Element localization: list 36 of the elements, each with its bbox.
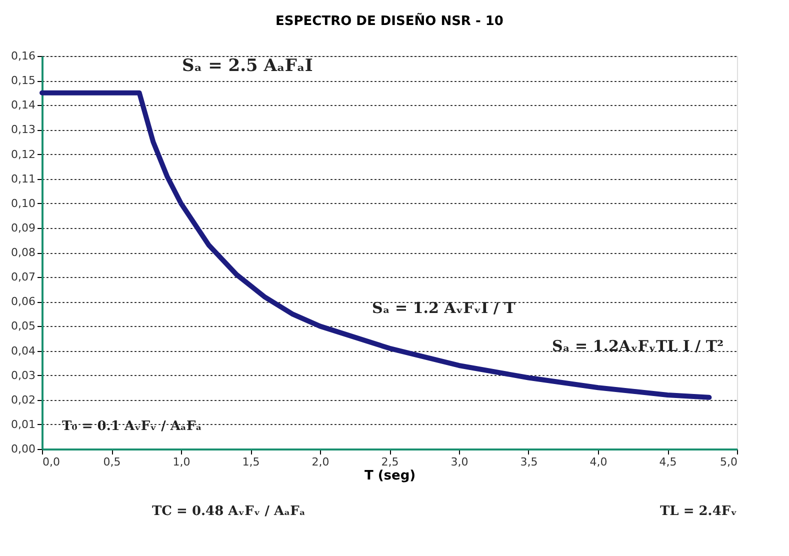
annotation: Sₐ = 1.2AᵥFᵥTL I / T² <box>552 337 724 355</box>
y-tick-label: 0,05 <box>11 320 36 333</box>
y-tick-label: 0,01 <box>11 418 36 431</box>
y-tick-label: 0,14 <box>11 98 36 112</box>
y-tick-label: 0,12 <box>11 148 36 161</box>
x-tick-label: 2,5 <box>381 456 399 468</box>
text: TC = 0.48 AᵥFᵥ / AₐFₐ <box>152 504 306 519</box>
y-tick-label: 0,02 <box>11 393 36 406</box>
y-tick-label: 0,03 <box>11 368 36 382</box>
annotation: Sₐ = 2.5 AₐFₐI <box>182 56 313 76</box>
y-tick-label: 0,04 <box>11 344 36 358</box>
x-tick-label: 4,5 <box>659 456 677 468</box>
x-axis-title: T (seg) <box>364 468 416 484</box>
x-tick-label: 4,0 <box>590 456 608 468</box>
y-tick-label: 0,15 <box>11 74 36 88</box>
y-tick-label: 0,13 <box>11 123 36 136</box>
y-tick-label: 0,06 <box>11 295 36 308</box>
x-tick-label: 3,0 <box>450 456 468 468</box>
y-tick-label: 0,10 <box>11 196 36 210</box>
y-tick-label: 0,08 <box>11 246 36 259</box>
annotation: T₀ = 0.1 AᵥFᵥ / AₐFₐ <box>62 419 202 434</box>
x-tick-label: 0,5 <box>103 456 121 468</box>
x-tick-label: 5,0 <box>720 456 738 468</box>
text: TL = 2.4Fᵥ <box>660 504 737 519</box>
x-tick-label: 3,5 <box>520 456 538 468</box>
chart-title: ESPECTRO DE DISEÑO NSR - 10 <box>276 12 504 29</box>
y-tick-label: 0,07 <box>11 270 36 284</box>
annotation: Sₐ = 1.2 AᵥFᵥI / T <box>372 299 516 317</box>
y-tick-label: 0,09 <box>11 221 36 234</box>
y-tick-label: 0,11 <box>11 172 36 186</box>
y-tick-label: 0,16 <box>11 50 36 62</box>
x-tick-label: 2,0 <box>312 456 330 468</box>
x-tick-label: 0,0 <box>42 456 60 468</box>
y-tick-label: 0,00 <box>11 442 36 456</box>
x-tick-label: 1,0 <box>172 456 190 468</box>
x-tick-label: 1,5 <box>242 456 260 468</box>
